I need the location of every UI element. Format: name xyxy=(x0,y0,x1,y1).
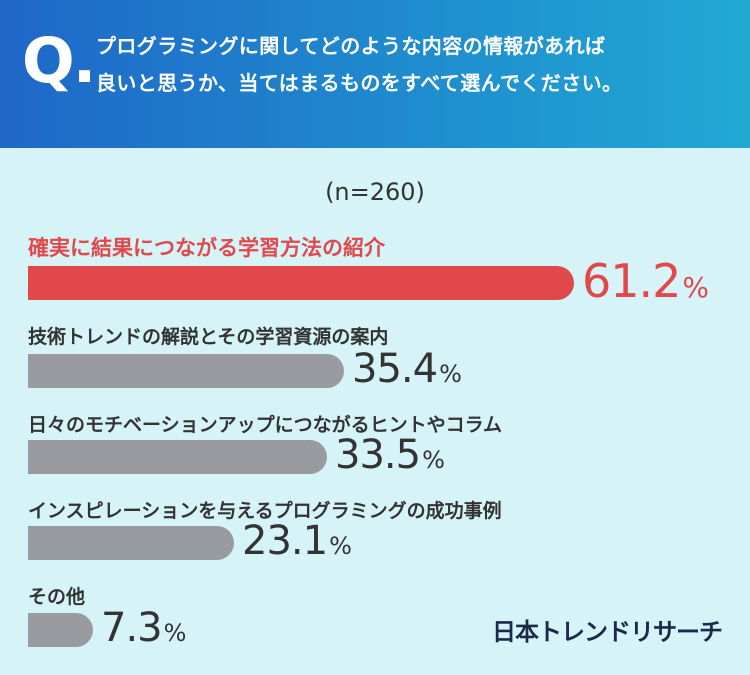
value-number: 35.4 xyxy=(352,346,438,392)
bar-label: 確実に結果につながる学習方法の紹介 xyxy=(28,236,385,260)
percent-sign: % xyxy=(682,271,710,304)
bar-value-label: 33.5% xyxy=(335,435,445,475)
question-line-2: 良いと思うか、当てはまるものをすべて選んでください。 xyxy=(96,71,623,95)
percent-sign: % xyxy=(422,446,445,474)
percent-sign: % xyxy=(439,360,462,388)
value-number: 23.1 xyxy=(242,518,328,564)
bar-value-label: 7.3% xyxy=(101,608,186,648)
bar xyxy=(28,354,344,388)
value-number: 7.3 xyxy=(101,605,163,651)
bar xyxy=(28,266,574,300)
value-number: 61.2 xyxy=(582,254,681,308)
percent-sign: % xyxy=(163,619,187,647)
bar xyxy=(28,526,234,560)
question-text: プログラミングに関してどのような内容の情報があれば 良いと思うか、当てはまるもの… xyxy=(96,28,736,102)
bar-value-label: 61.2% xyxy=(582,258,709,304)
bar-label: 日々のモチベーションアップにつながるヒントやコラム xyxy=(28,414,503,436)
question-mark: Q. xyxy=(22,24,96,97)
bar-label: インスピレーションを与えるプログラミングの成功事例 xyxy=(28,500,502,522)
sample-size: (n=260) xyxy=(325,178,425,206)
bar-value-label: 35.4% xyxy=(352,349,462,389)
value-number: 33.5 xyxy=(335,432,421,478)
bar-value-label: 23.1% xyxy=(242,521,352,561)
bar-label: その他 xyxy=(28,586,86,608)
bar xyxy=(28,440,327,474)
percent-sign: % xyxy=(329,532,352,560)
bar-label: 技術トレンドの解説とその学習資源の案内 xyxy=(28,326,389,348)
question-line-1: プログラミングに関してどのような内容の情報があれば xyxy=(96,34,606,58)
bar xyxy=(28,613,93,647)
brand-logo: 日本トレンドリサーチ xyxy=(492,618,723,646)
question-header: Q. プログラミングに関してどのような内容の情報があれば 良いと思うか、当てはま… xyxy=(0,0,750,148)
